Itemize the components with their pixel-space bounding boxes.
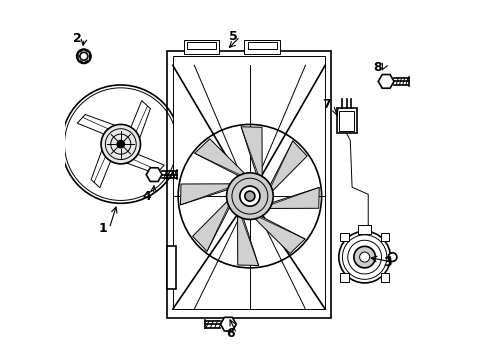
Bar	[172, 56, 325, 309]
Text: 8: 8	[372, 60, 381, 73]
Polygon shape	[237, 207, 258, 266]
Circle shape	[239, 186, 260, 206]
Bar	[167, 51, 330, 318]
Polygon shape	[130, 100, 150, 143]
Text: 1: 1	[98, 222, 107, 235]
Circle shape	[359, 252, 369, 262]
Text: 5: 5	[229, 30, 238, 43]
Bar	[339, 111, 353, 131]
Polygon shape	[180, 184, 239, 205]
Circle shape	[244, 191, 254, 201]
Bar	[357, 225, 370, 234]
Circle shape	[353, 246, 375, 268]
Polygon shape	[194, 139, 251, 180]
Text: 7: 7	[322, 98, 331, 111]
Bar	[247, 42, 276, 49]
Polygon shape	[192, 195, 233, 251]
Polygon shape	[91, 145, 111, 188]
Text: 6: 6	[225, 327, 234, 340]
Polygon shape	[77, 114, 120, 135]
Bar	[244, 40, 280, 54]
Text: 4: 4	[142, 190, 151, 203]
Circle shape	[101, 125, 140, 164]
Circle shape	[117, 140, 124, 148]
Bar	[336, 108, 356, 134]
Circle shape	[387, 253, 396, 261]
Bar	[167, 246, 176, 289]
Polygon shape	[248, 212, 305, 253]
Bar	[380, 233, 388, 241]
Text: 3: 3	[383, 256, 391, 269]
Polygon shape	[265, 141, 306, 198]
Bar	[187, 42, 215, 49]
Polygon shape	[121, 153, 164, 174]
Circle shape	[338, 231, 389, 283]
Bar	[339, 273, 348, 282]
Bar	[339, 233, 348, 241]
Polygon shape	[241, 127, 262, 186]
Circle shape	[226, 173, 273, 220]
Text: 2: 2	[73, 32, 82, 45]
Bar	[380, 273, 388, 282]
Polygon shape	[260, 188, 319, 208]
Bar	[183, 40, 219, 54]
